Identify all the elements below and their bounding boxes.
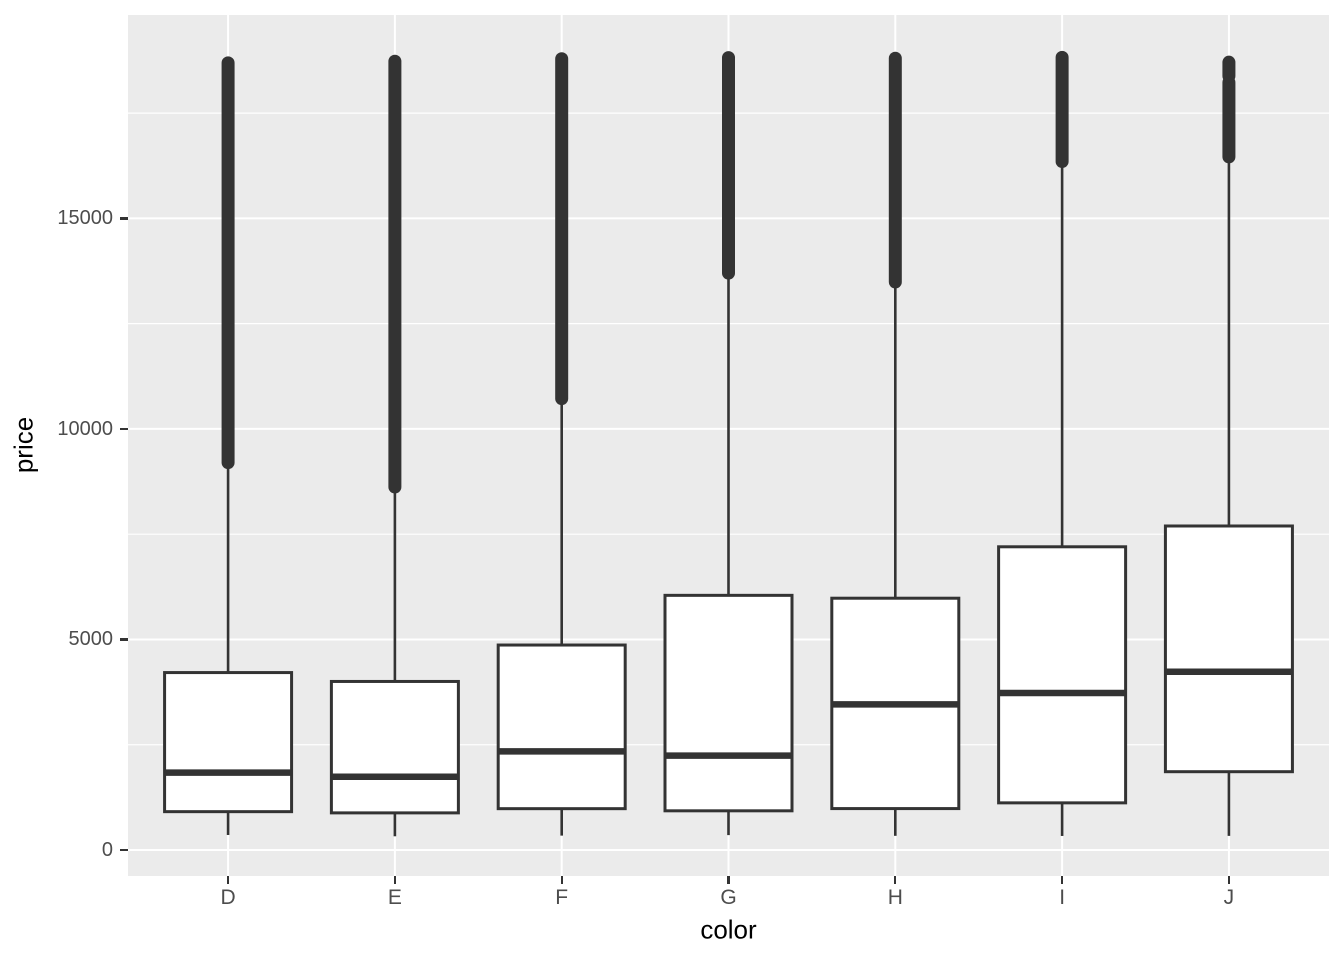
boxplot-E [329,54,460,837]
y-tick-10000 [120,427,128,431]
box-E [329,679,460,815]
box-D [163,671,294,814]
y-tick-label-0: 0 [101,839,113,862]
x-tick-H [894,876,897,884]
boxplot-D [163,56,294,835]
x-tick-E [393,876,396,884]
x-tick-F [560,876,563,884]
boxplot-F [496,52,627,836]
box-I [997,545,1128,805]
boxplot-I [997,50,1128,836]
box-G [663,593,794,813]
y-tick-15000 [120,217,128,220]
y-tick-label-10000: 10000 [57,417,113,440]
x-tick-label-J: J [1223,886,1235,909]
plot-panel [128,15,1329,876]
box-J [1163,524,1294,774]
boxplot-H [830,51,961,836]
y-tick-label-5000: 5000 [68,628,114,651]
plot-area [128,15,1329,876]
y-tick-5000 [120,638,128,641]
x-tick-I [1061,876,1064,884]
boxplot-G [663,51,794,836]
x-tick-label-H: H [887,886,903,909]
y-tick-0 [120,849,128,852]
x-tick-label-F: F [555,886,569,909]
x-tick-label-G: G [720,886,737,909]
x-tick-label-E: E [387,886,402,909]
x-tick-J [1227,876,1230,884]
box-F [496,643,627,811]
x-tick-G [727,876,730,884]
boxplot-J [1163,55,1294,836]
x-tick-D [226,876,230,884]
x-tick-label-I: I [1059,886,1066,909]
x-tick-label-D: D [220,886,236,909]
y-tick-label-15000: 15000 [57,207,113,230]
x-axis-title: color [700,914,757,945]
